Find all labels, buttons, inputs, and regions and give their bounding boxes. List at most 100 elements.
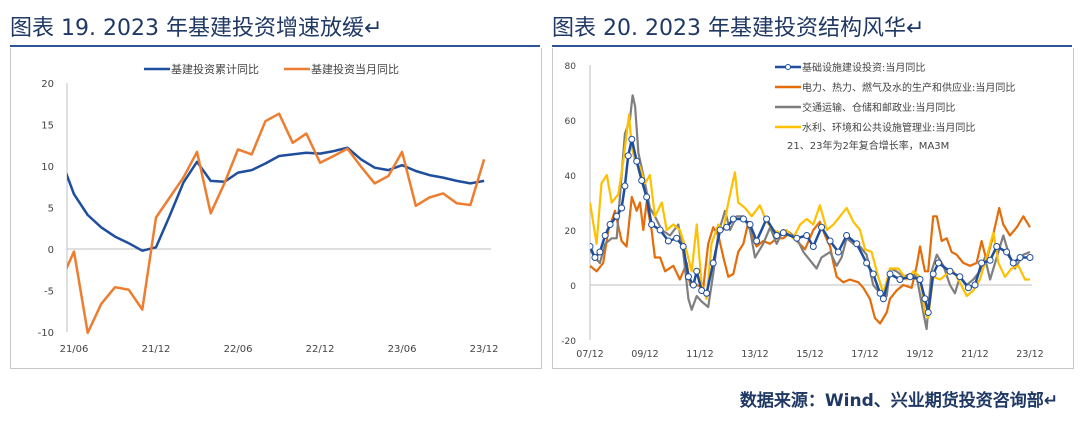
legend-marker [785, 64, 791, 70]
y-tick-label: 10 [41, 162, 54, 173]
data-point-marker [826, 237, 834, 245]
left-title-rule [10, 45, 540, 47]
data-point-marker [664, 237, 672, 245]
data-point-marker [729, 215, 737, 223]
data-point-marker [590, 243, 594, 250]
x-tick-label: 22/12 [306, 344, 335, 355]
y-tick-label: 20 [41, 79, 54, 90]
data-point-marker [863, 259, 871, 267]
data-point-marker [618, 204, 626, 212]
data-point-marker [921, 295, 929, 303]
data-point-marker [596, 248, 604, 256]
data-point-marker [896, 276, 904, 283]
x-tick-label: 19/12 [906, 349, 933, 360]
left-chart-frame [10, 48, 542, 369]
series-line-transport [590, 94, 1031, 331]
data-point-marker [1016, 254, 1024, 261]
data-point-marker [709, 259, 717, 267]
data-point-marker [716, 226, 724, 234]
x-tick-label: 13/12 [741, 349, 768, 360]
data-source: 数据来源：Wind、兴业期货投资咨询部↵ [739, 391, 1058, 411]
x-tick-label: 21/06 [60, 344, 89, 355]
data-point-marker [643, 193, 651, 201]
data-point-marker [809, 243, 817, 250]
data-point-marker [879, 295, 887, 303]
data-point-marker [843, 232, 851, 239]
data-point-marker [621, 182, 629, 190]
data-point-marker [739, 215, 747, 223]
data-point-marker [924, 309, 932, 316]
left-chart-title: 图表 19. 2023 年基建投资增速放缓↵ [10, 16, 383, 41]
y-tick-label: 15 [41, 121, 54, 132]
data-point-marker [689, 281, 697, 289]
right-chart-frame [552, 48, 1074, 369]
data-point-marker [673, 234, 681, 242]
data-point-marker [1009, 259, 1017, 267]
legend-label: 基建投资累计同比 [171, 62, 259, 76]
chart-note: 21、23年为2年复合增长率，MA3M [787, 139, 949, 152]
x-tick-label: 23/12 [470, 344, 499, 355]
data-point-marker [986, 256, 994, 264]
x-tick-label: 22/06 [224, 344, 253, 355]
data-point-marker [779, 229, 787, 237]
y-tick-label: -5 [44, 287, 54, 298]
data-point-marker [773, 232, 781, 239]
data-point-marker [978, 259, 986, 267]
x-tick-label: 17/12 [851, 349, 878, 360]
y-tick-label: 0 [570, 282, 576, 292]
legend-label: 基建投资当月同比 [311, 62, 399, 76]
y-tick-label: 20 [565, 227, 577, 237]
data-point-marker [853, 240, 861, 248]
x-tick-label: 21/12 [142, 344, 171, 355]
y-tick-label: 40 [565, 172, 577, 182]
data-point-marker [613, 212, 621, 220]
data-point-marker [916, 276, 924, 283]
data-point-marker [638, 177, 646, 184]
data-point-marker [601, 232, 609, 239]
x-tick-label: 11/12 [686, 349, 713, 360]
data-point-marker [723, 223, 731, 231]
left-chart: -10 -5 0 5 10 15 20 21/06 21/12 22/06 22/12 23/06 23… [38, 62, 499, 355]
data-point-marker [1026, 254, 1034, 261]
data-point-marker [929, 270, 937, 278]
y-tick-label: 0 [48, 245, 54, 256]
y-tick-label: 5 [48, 204, 54, 215]
data-point-marker [818, 223, 826, 231]
x-tick-label: 09/12 [631, 349, 658, 360]
y-tick-label: 60 [565, 117, 577, 127]
right-title-rule [552, 45, 1072, 47]
x-tick-label: 21/12 [961, 349, 988, 360]
data-point-marker [834, 248, 842, 256]
series-line-cumulative [67, 146, 485, 252]
y-tick-label: 80 [565, 62, 577, 72]
plot-area [590, 94, 1034, 331]
legend-label: 基础设施建设投资:当月同比 [802, 61, 925, 74]
data-point-marker [946, 267, 954, 275]
data-point-marker [876, 289, 884, 297]
series-line-infrastructure [590, 138, 1030, 314]
right-chart: -20 0 20 40 60 80 07/12 09/12 11/12 13/12 15/12 17/… [561, 61, 1043, 360]
x-tick-label: 15/12 [796, 349, 823, 360]
data-point-marker [679, 243, 687, 250]
data-point-marker [656, 226, 664, 234]
data-point-marker [886, 270, 894, 278]
data-point-marker [956, 273, 964, 281]
data-point-marker [693, 267, 701, 275]
data-point-marker [633, 157, 641, 165]
data-point-marker [993, 243, 1001, 250]
x-tick-label: 07/12 [576, 349, 603, 360]
data-point-marker [934, 259, 942, 267]
data-point-marker [703, 289, 711, 297]
data-point-marker [648, 221, 656, 228]
data-point-marker [591, 254, 599, 261]
data-point-marker [1003, 248, 1011, 256]
data-point-marker [869, 270, 877, 278]
data-point-marker [763, 215, 771, 223]
data-point-marker [624, 152, 632, 160]
data-point-marker [684, 273, 692, 281]
x-tick-label: 23/12 [1016, 349, 1043, 360]
data-point-marker [746, 221, 754, 228]
data-point-marker [971, 281, 979, 289]
y-tick-label: -20 [561, 337, 576, 347]
